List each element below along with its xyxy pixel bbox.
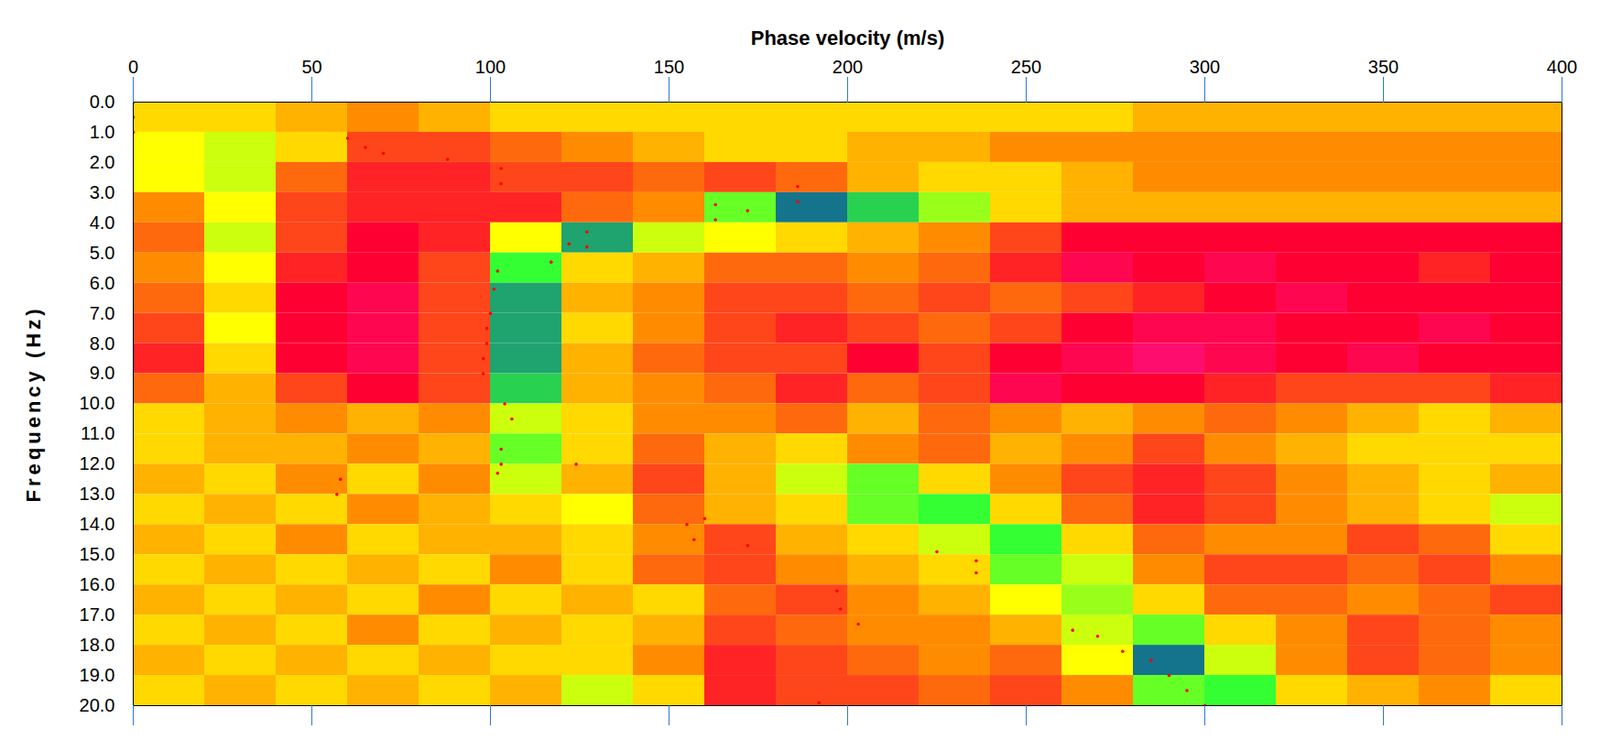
svg-text:17.0: 17.0 [79,604,116,625]
svg-text:350: 350 [1368,56,1399,77]
svg-text:2.0: 2.0 [89,152,116,173]
svg-text:6.0: 6.0 [89,272,116,294]
svg-text:100: 100 [475,56,506,77]
svg-text:20.0: 20.0 [79,695,116,716]
svg-text:7.0: 7.0 [89,303,116,324]
svg-text:10.0: 10.0 [79,392,116,414]
svg-text:50: 50 [301,56,322,77]
svg-text:1.0: 1.0 [89,121,116,142]
svg-text:0.0: 0.0 [89,91,116,112]
svg-text:9.0: 9.0 [89,362,116,383]
svg-text:18.0: 18.0 [79,634,116,655]
svg-text:8.0: 8.0 [89,333,116,354]
svg-text:Frequency (Hz): Frequency (Hz) [21,305,45,503]
svg-text:400: 400 [1546,56,1578,77]
svg-text:4.0: 4.0 [89,212,116,233]
svg-text:Phase velocity (m/s): Phase velocity (m/s) [751,26,946,50]
svg-text:13.0: 13.0 [79,483,116,504]
svg-text:3.0: 3.0 [89,182,116,203]
svg-text:12.0: 12.0 [79,453,116,474]
svg-text:15.0: 15.0 [79,544,116,565]
svg-text:200: 200 [832,56,863,77]
svg-text:11.0: 11.0 [80,423,115,444]
svg-text:0: 0 [128,56,139,77]
svg-text:300: 300 [1189,56,1220,77]
svg-text:150: 150 [653,56,685,77]
svg-text:5.0: 5.0 [89,242,116,263]
svg-text:16.0: 16.0 [79,574,116,595]
svg-text:250: 250 [1011,56,1042,77]
svg-text:19.0: 19.0 [79,664,116,686]
svg-text:14.0: 14.0 [79,513,116,534]
